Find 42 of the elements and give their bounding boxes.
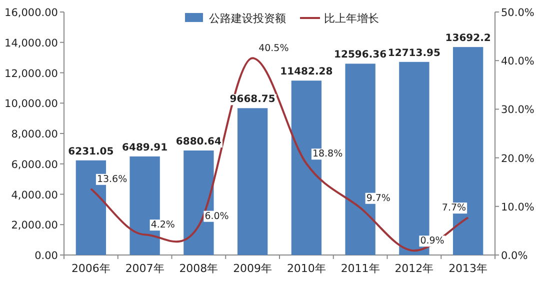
x-tick-label: 2012年 (394, 262, 434, 275)
legend-label: 比上年增长 (324, 12, 379, 25)
y-tick-label: 10,000.00 (4, 98, 58, 110)
data-label: 11482.28 (280, 66, 333, 78)
y2-tick-label: 10.0% (501, 201, 534, 214)
y-tick-label: 12,000.00 (4, 68, 58, 80)
data-label: 13692.2 (445, 33, 491, 44)
y-tick-label: 2,000.00 (11, 220, 58, 232)
y2-tick-label: 30.0% (501, 104, 534, 116)
x-tick-label: 2013年 (448, 262, 488, 275)
x-tick-label: 2008年 (179, 262, 218, 275)
x-tick-label: 2006年 (71, 262, 110, 275)
data-label: 0.9% (420, 236, 444, 247)
data-label: 6489.91 (122, 142, 168, 154)
y2-tick-label: 0.0% (501, 250, 528, 262)
bar (237, 108, 268, 255)
data-label: 12596.36 (334, 50, 387, 61)
legend-label: 公路建设投资额 (209, 12, 286, 25)
y-tick-label: 14,000.00 (4, 37, 58, 50)
data-label: 4.2% (150, 220, 175, 231)
y-tick-label: 16,000.00 (4, 7, 58, 19)
y-tick-label: 8,000.00 (11, 128, 58, 140)
data-label: 9.7% (366, 192, 390, 204)
x-tick-label: 2009年 (233, 262, 272, 275)
data-label: 7.7% (442, 202, 466, 214)
x-tick-label: 2011年 (340, 262, 380, 275)
x-tick-label: 2010年 (286, 262, 326, 275)
data-label: 6880.64 (176, 136, 222, 148)
y2-tick-label: 50.0% (501, 7, 534, 19)
data-label: 40.5% (258, 43, 289, 54)
data-label: 18.8% (312, 148, 343, 160)
y-tick-label: 4,000.00 (11, 189, 58, 202)
y2-tick-label: 20.0% (501, 152, 534, 165)
y2-tick-label: 40.0% (501, 56, 534, 68)
y-tick-label: 0.00 (34, 250, 58, 262)
y-tick-label: 6,000.00 (11, 158, 58, 171)
data-label: 6231.05 (68, 146, 114, 158)
data-label: 9668.75 (230, 94, 276, 106)
x-tick-label: 2007年 (125, 262, 164, 275)
data-label: 6.0% (204, 210, 229, 222)
data-label: 13.6% (96, 174, 128, 185)
data-label: 12713.95 (388, 48, 440, 59)
